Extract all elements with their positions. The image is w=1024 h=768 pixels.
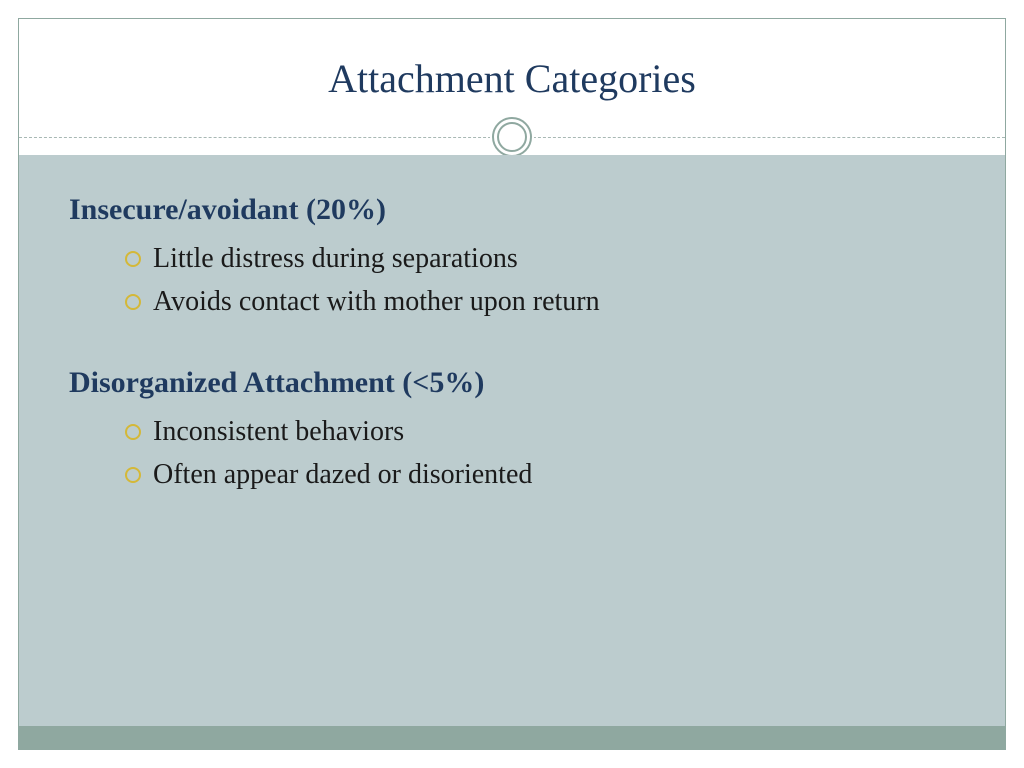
bullet-list: Inconsistent behaviors Often appear daze… — [69, 410, 955, 497]
bullet-item: Inconsistent behaviors — [125, 410, 955, 453]
section-heading: Insecure/avoidant (20%) — [69, 193, 955, 227]
circle-ornament-icon — [490, 115, 534, 159]
slide-title: Attachment Categories — [328, 55, 696, 102]
slide: Attachment Categories Insecure/avoidant … — [0, 0, 1024, 768]
footer-bar — [19, 726, 1005, 749]
section-heading: Disorganized Attachment (<5%) — [69, 366, 955, 400]
body-area: Insecure/avoidant (20%) Little distress … — [19, 155, 1005, 726]
bullet-item: Often appear dazed or disoriented — [125, 453, 955, 496]
bullet-item: Little distress during separations — [125, 237, 955, 280]
bullet-list: Little distress during separations Avoid… — [69, 237, 955, 324]
bullet-item: Avoids contact with mother upon return — [125, 280, 955, 323]
